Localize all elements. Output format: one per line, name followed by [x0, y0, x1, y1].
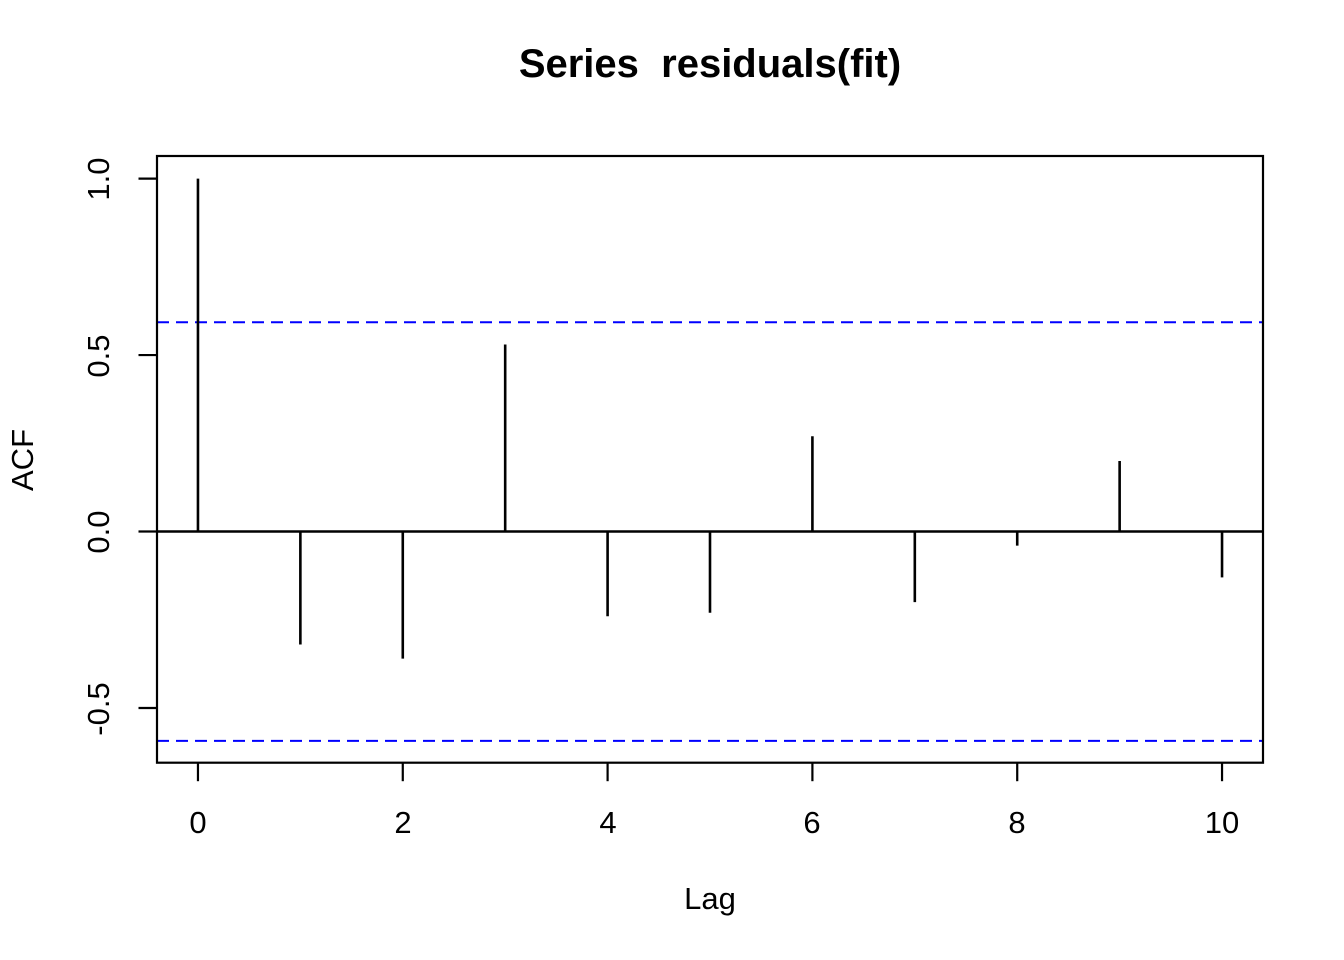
y-tick-label-0.5: 0.5: [81, 334, 116, 378]
y-tick-label--0.5: -0.5: [81, 682, 116, 736]
chart-title: Series residuals(fit): [518, 42, 902, 86]
x-tick-label-10: 10: [1204, 805, 1240, 840]
x-tick-label-2: 2: [394, 805, 412, 840]
x-tick-label-4: 4: [599, 805, 617, 840]
x-tick-label-0: 0: [189, 805, 207, 840]
x-tick-label-8: 8: [1008, 805, 1026, 840]
y-axis-label: ACF: [5, 429, 40, 491]
plot-border: [155, 154, 1265, 764]
confidence-interval-lines: [157, 321, 1263, 742]
y-tick-label-1.0: 1.0: [81, 157, 116, 201]
x-tick-label-6: 6: [803, 805, 821, 840]
y-tick-label-0.0: 0.0: [81, 510, 116, 554]
x-axis-label: Lag: [684, 881, 736, 916]
axes: [138, 154, 1265, 782]
acf-stems: [196, 178, 1224, 659]
